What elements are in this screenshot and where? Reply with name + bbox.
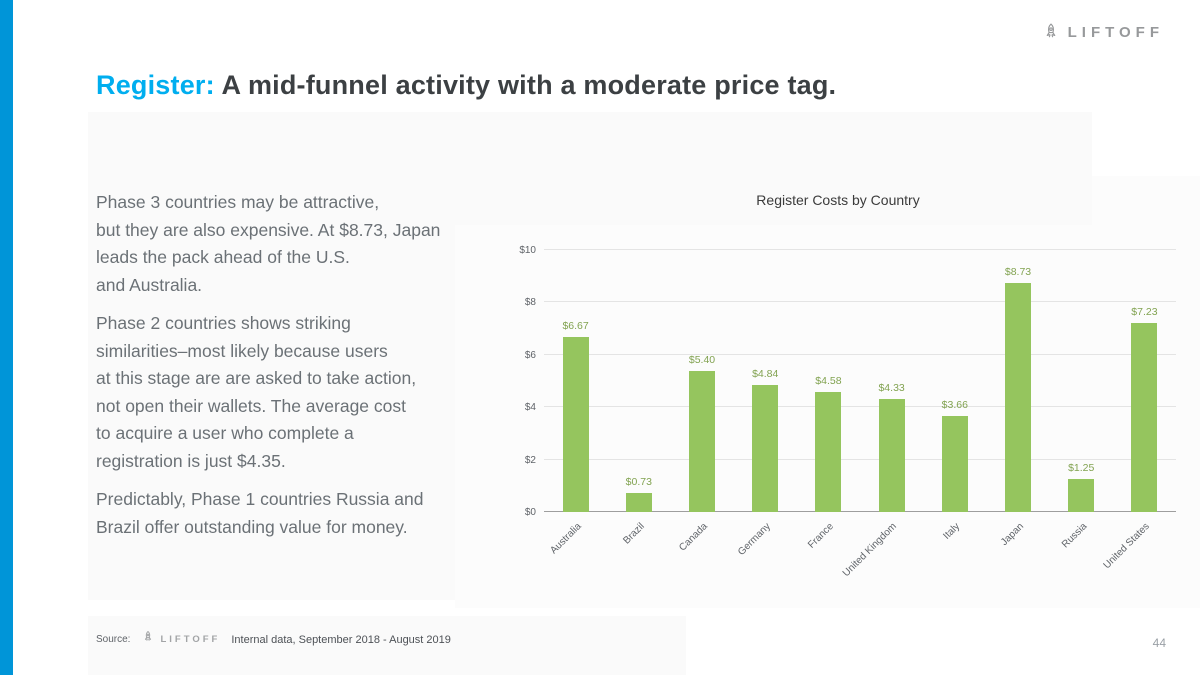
bar-australia xyxy=(562,337,589,512)
footer-liftoff-logo: LIFTOFF xyxy=(141,630,220,649)
source-label: Source: xyxy=(96,634,131,645)
bar-column: $5.40 xyxy=(670,250,733,512)
bar-canada xyxy=(689,370,715,512)
chart-gridline-layer xyxy=(544,249,1176,512)
footer: Source: LIFTOFF Internal data, September… xyxy=(96,630,451,649)
body-text: Phase 3 countries may be attractive, but… xyxy=(96,189,516,552)
gridline xyxy=(544,353,1176,355)
title-rest: A mid-funnel activity with a moderate pr… xyxy=(214,70,837,100)
bar-value-label: $6.67 xyxy=(562,320,589,333)
bar-value-label: $3.66 xyxy=(941,399,968,412)
bar-value-label: $4.58 xyxy=(815,375,842,388)
gridline xyxy=(544,511,1176,512)
x-tick-label: France xyxy=(806,521,837,551)
gridline xyxy=(544,458,1176,460)
chart-y-axis: $0 $2 $4 $6 $8 $10 xyxy=(519,245,1176,518)
bar-column: $4.58 xyxy=(797,250,860,512)
y-tick-label: $10 xyxy=(519,245,536,256)
background-panel xyxy=(88,616,686,675)
bar-russia xyxy=(1068,479,1095,512)
gridline xyxy=(544,301,1176,303)
y-tick-label: $4 xyxy=(524,402,536,414)
gridline xyxy=(544,406,1176,408)
x-tick-label: Brazil xyxy=(621,521,647,547)
bar-united-kingdom xyxy=(878,398,905,512)
bar-column: $8.73 xyxy=(986,250,1049,512)
paragraph: Predictably, Phase 1 countries Russia an… xyxy=(96,489,424,537)
x-tick: United States xyxy=(1102,512,1176,590)
x-tick-label: Italy xyxy=(941,521,963,542)
bar-value-label: $4.84 xyxy=(752,368,779,381)
bar-value-label: $0.73 xyxy=(625,475,652,488)
y-tick-label: $8 xyxy=(524,297,536,309)
y-tick-label: $0 xyxy=(524,507,536,518)
paragraph: Phase 3 countries may be attractive, but… xyxy=(96,192,441,295)
accent-edge-bar xyxy=(0,0,13,675)
x-tick-label: Japan xyxy=(998,521,1026,549)
title-highlight: Register: xyxy=(96,70,215,100)
liftoff-wordmark-small: LIFTOFF xyxy=(160,634,221,645)
bar-france xyxy=(815,392,842,512)
x-tick: Brazil xyxy=(607,512,670,590)
bar-column: $4.84 xyxy=(734,250,797,512)
bar-brazil xyxy=(625,492,652,512)
liftoff-logo: LIFTOFF xyxy=(1041,22,1164,42)
paragraph: Phase 2 countries shows striking similar… xyxy=(96,313,417,471)
chart-title: Register Costs by Country xyxy=(756,192,920,208)
x-tick: Canada xyxy=(670,512,733,590)
chart-x-axis: Australia Brazil Canada Germany France United… xyxy=(544,512,1176,590)
background-panel xyxy=(88,176,455,600)
bar-value-label: $8.73 xyxy=(1004,266,1032,279)
bar-column: $0.73 xyxy=(607,250,670,512)
bar-column: $7.23 xyxy=(1113,250,1176,512)
rocket-icon xyxy=(1041,22,1061,42)
bar-column: $6.67 xyxy=(544,250,607,512)
y-tick-label: $2 xyxy=(524,454,536,466)
x-tick: France xyxy=(797,512,860,590)
x-tick: Italy xyxy=(923,512,986,590)
x-tick-label: Australia xyxy=(548,521,584,557)
bar-germany xyxy=(752,385,779,512)
rocket-icon xyxy=(141,630,155,649)
bar-column: $1.25 xyxy=(1050,250,1113,512)
x-tick: United Kingdom xyxy=(841,512,923,590)
bar-value-label: $1.25 xyxy=(1068,462,1095,475)
page-number: 44 xyxy=(1152,636,1166,650)
chart-area: $0 $2 $4 $6 $8 $10 $6.67 $0.73 $5.40 $4.84 $4.58 $… xyxy=(519,245,1176,518)
y-tick-label: $6 xyxy=(524,349,536,361)
bar-value-label: $4.33 xyxy=(878,381,905,394)
x-tick: Japan xyxy=(986,512,1049,590)
bar-japan xyxy=(1005,283,1032,512)
page-title: Register: A mid-funnel activity with a m… xyxy=(96,70,836,101)
bar-united-states xyxy=(1131,322,1158,512)
bar-value-label: $7.23 xyxy=(1131,305,1158,318)
x-tick-label: Germany xyxy=(736,521,773,558)
x-tick: Germany xyxy=(734,512,797,590)
source-attribution: Internal data, September 2018 - August 2… xyxy=(231,633,451,646)
bar-italy xyxy=(941,416,968,512)
bar-value-label: $5.40 xyxy=(688,353,716,366)
x-tick-label: Russia xyxy=(1059,521,1090,551)
x-tick-label: Canada xyxy=(677,521,710,554)
liftoff-wordmark: LIFTOFF xyxy=(1067,23,1164,41)
bar-column: $3.66 xyxy=(923,250,986,512)
chart: Register Costs by Country $0 $2 $4 $6 $8 $10 … xyxy=(500,192,1176,590)
x-tick: Russia xyxy=(1050,512,1113,590)
bar-column: $4.33 xyxy=(860,250,923,512)
gridline xyxy=(544,249,1176,250)
x-tick: Australia xyxy=(544,512,607,590)
chart-plot: $6.67 $0.73 $5.40 $4.84 $4.58 $4.33 $3.66 $8.73… xyxy=(544,250,1176,512)
